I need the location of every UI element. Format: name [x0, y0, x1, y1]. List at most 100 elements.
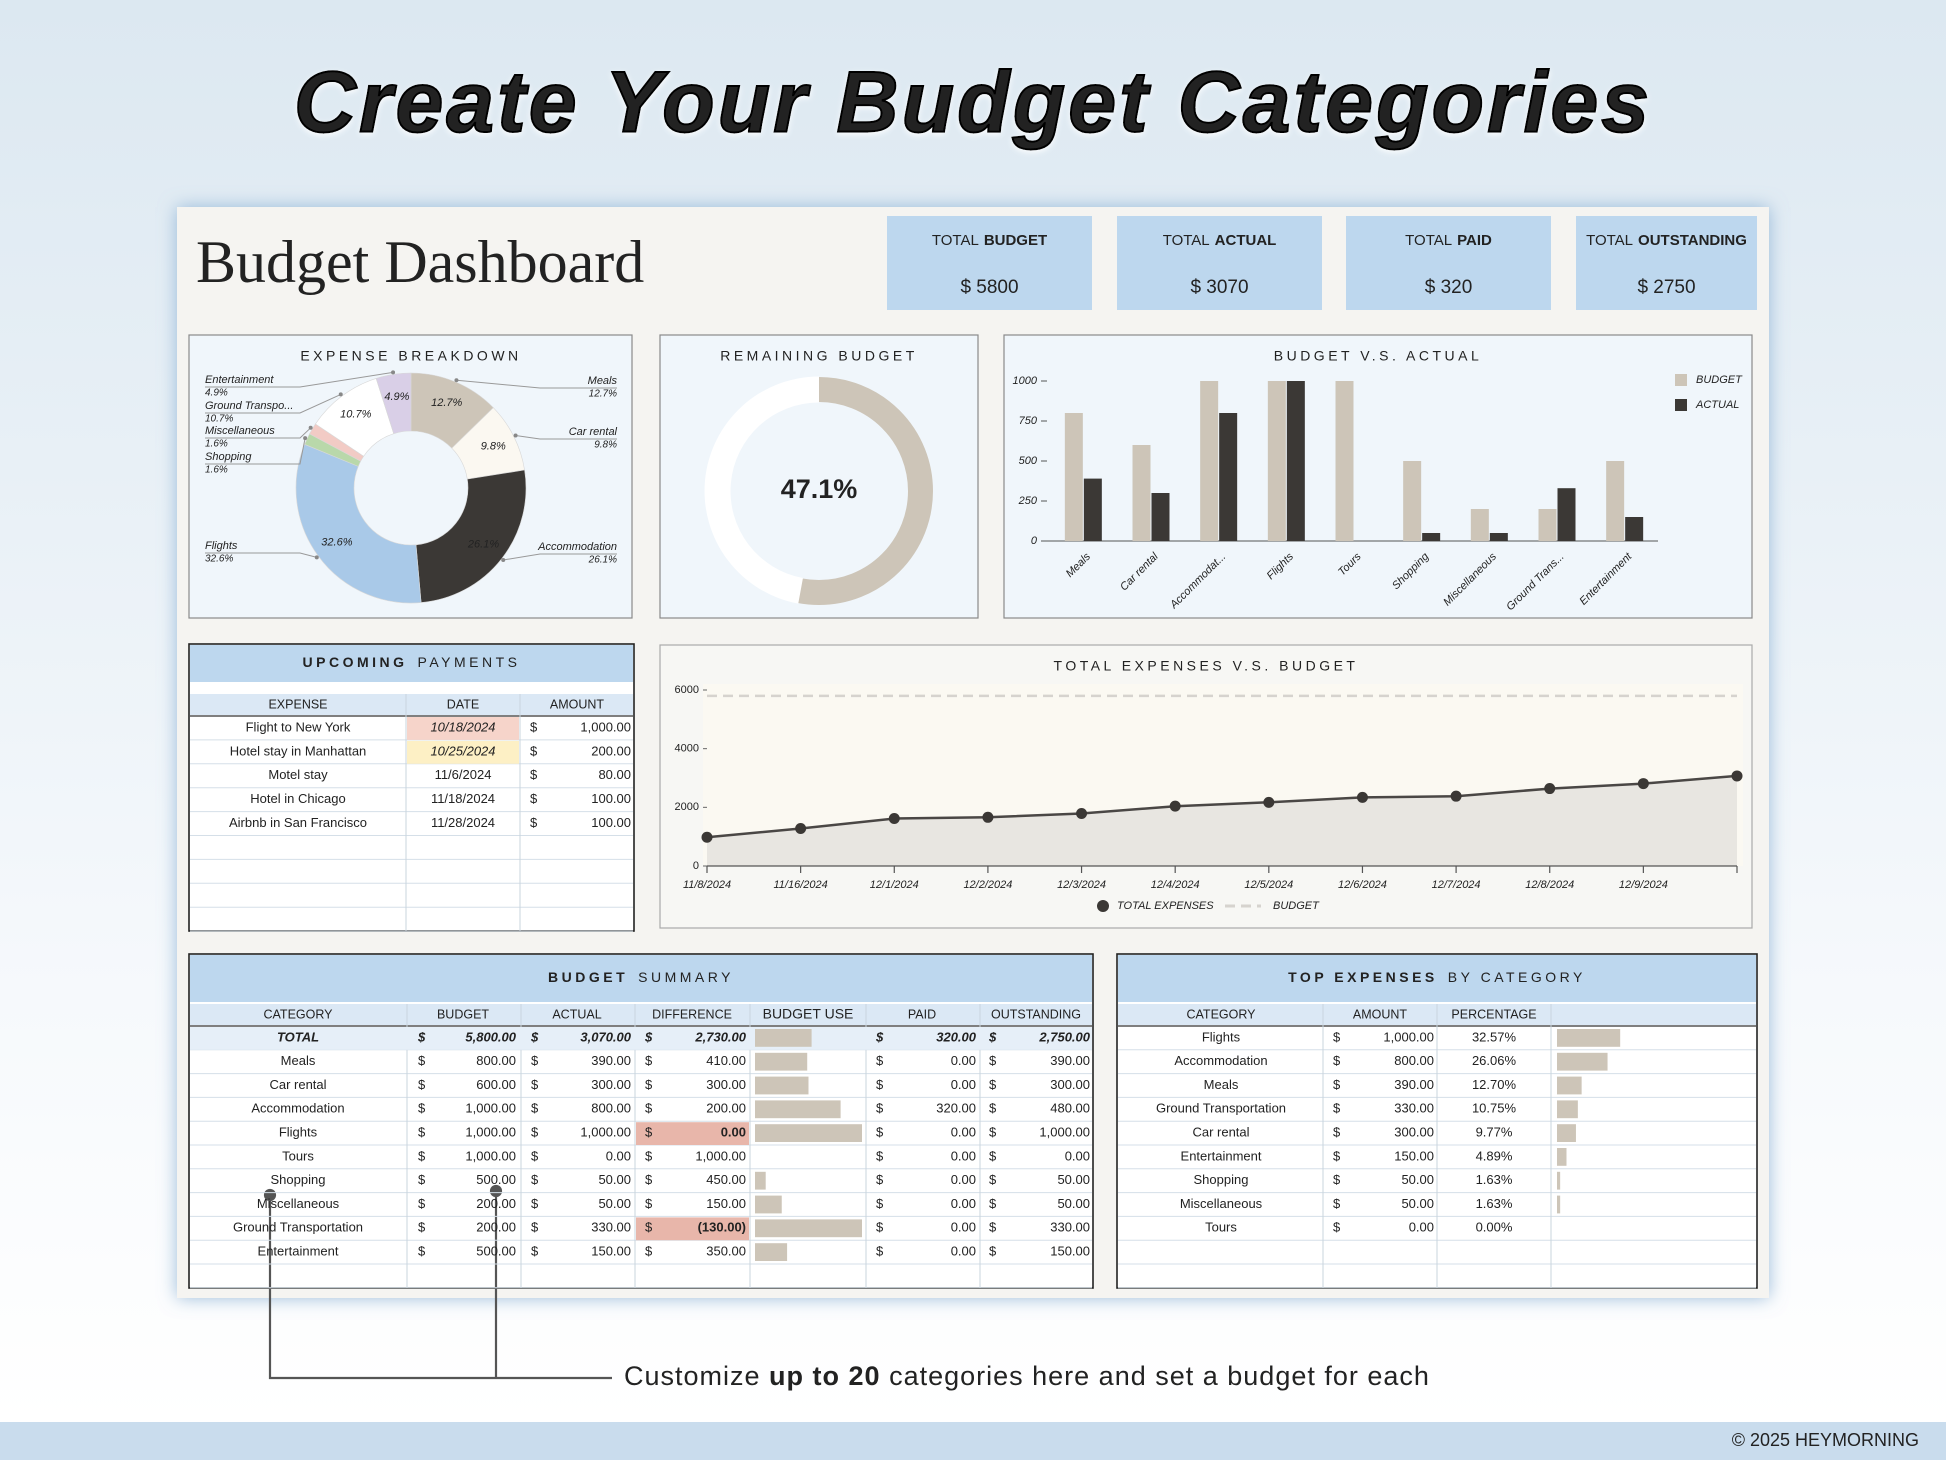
cell-currency: $	[531, 1148, 539, 1163]
y-tick-label: 2000	[675, 801, 699, 813]
cell-currency: $	[876, 1148, 884, 1163]
cell-expense: Flight to New York	[246, 719, 351, 734]
difference-highlight	[636, 1122, 749, 1145]
point	[1356, 791, 1368, 803]
cell-currency: $	[989, 1053, 997, 1068]
x-tick-label: 12/9/2024	[1619, 879, 1668, 891]
slice-category: Car rental	[569, 426, 618, 438]
cell-amount: (130.00)	[698, 1220, 746, 1235]
kpi-label-name: PAID	[1457, 232, 1492, 249]
cell-currency: $	[531, 1244, 539, 1259]
percentage-bar	[1557, 1195, 1561, 1214]
cell-currency: $	[1333, 1172, 1341, 1187]
table-title: BUDGET SUMMARY	[548, 969, 734, 985]
x-tick-label: 12/3/2024	[1057, 879, 1106, 891]
donut-label: 47.1%	[781, 474, 858, 504]
cell-currency: $	[1333, 1101, 1341, 1116]
pie-slice	[375, 372, 412, 435]
cell-currency: $	[876, 1053, 884, 1068]
table-title: TOP EXPENSES BY CATEGORY	[1288, 969, 1586, 985]
cell-amount: 1,000.00	[465, 1101, 516, 1116]
callout-before: Customize	[624, 1361, 769, 1391]
cell-amount: 50.00	[1057, 1172, 1090, 1187]
percentage-bar	[1557, 1148, 1567, 1166]
cell-amount: 200.00	[706, 1101, 746, 1116]
cell-category: Shopping	[1194, 1172, 1249, 1187]
cell-currency: $	[531, 1053, 539, 1068]
slice-category: Miscellaneous	[205, 425, 275, 437]
slice-percent: 4.9%	[205, 388, 228, 399]
point	[982, 811, 994, 823]
cell-amount: 0.00	[951, 1196, 976, 1211]
cell-amount: 600.00	[476, 1077, 516, 1092]
cell-currency: $	[989, 1220, 997, 1235]
slice-label: 32.6%	[321, 536, 352, 548]
cell-amount: 0.00	[721, 1125, 746, 1140]
cell-amount: 330.00	[1394, 1101, 1434, 1116]
cell-amount: 0.00	[1409, 1220, 1434, 1235]
table-title-rest: SUMMARY	[638, 969, 734, 985]
cell-currency: $	[645, 1172, 653, 1187]
slice-category: Ground Transpo...	[205, 400, 293, 412]
cell-percentage: 1.63%	[1476, 1172, 1513, 1187]
cell-currency: $	[645, 1077, 653, 1092]
point	[1450, 790, 1462, 802]
area	[707, 775, 1737, 866]
budget-use-bar	[755, 1029, 812, 1047]
cell-currency: $	[876, 1077, 884, 1092]
bar	[1489, 533, 1508, 541]
cell-currency: $	[531, 1125, 539, 1140]
slice-category: Entertainment	[205, 374, 274, 386]
slice-label: 4.9%	[384, 391, 409, 403]
pie-slice	[295, 443, 422, 604]
cell-currency: $	[418, 1101, 426, 1116]
cell-category: Ground Transportation	[1156, 1101, 1286, 1116]
cell-currency: $	[418, 1244, 426, 1259]
cell-amount: 1,000.00	[695, 1148, 746, 1163]
point	[795, 822, 807, 834]
page-title: Create Your Budget Categories	[294, 55, 1652, 151]
cell-amount: 0.00	[951, 1053, 976, 1068]
cell-expense: Motel stay	[268, 767, 328, 782]
cell-amount: 0.00	[606, 1148, 631, 1163]
cell-currency: $	[1333, 1220, 1341, 1235]
table-title-rest: PAYMENTS	[418, 654, 521, 670]
slice-category: Flights	[205, 540, 238, 552]
cell-currency: $	[645, 1148, 653, 1163]
table-title-bold: UPCOMING	[303, 654, 408, 670]
cell-amount: 500.00	[476, 1244, 516, 1259]
leader-dot	[303, 436, 308, 441]
cell-percentage: 10.75%	[1472, 1101, 1517, 1116]
date-highlight	[407, 717, 519, 740]
table-title-band	[190, 955, 1092, 1002]
cell-amount: 50.00	[598, 1172, 631, 1187]
cell-category: Flights	[279, 1125, 318, 1140]
cell-category: Entertainment	[258, 1244, 339, 1259]
cell-currency: $	[876, 1244, 884, 1259]
leader-dot	[308, 425, 313, 430]
y-tick-label: 250	[1018, 495, 1038, 507]
table-title: UPCOMING PAYMENTS	[303, 654, 521, 670]
legend-swatch	[1097, 900, 1109, 912]
leader-dot	[314, 555, 319, 560]
cell-amount: 1,000.00	[1039, 1125, 1090, 1140]
leader-line	[515, 435, 617, 440]
slice-percent: 9.8%	[594, 440, 617, 451]
cell-percentage: 0.00%	[1476, 1220, 1513, 1235]
cell-expense: Hotel in Chicago	[250, 791, 345, 806]
budget-use-bar	[755, 1124, 862, 1142]
cell-currency: $	[1333, 1148, 1341, 1163]
leader-line	[205, 552, 317, 558]
leader-line	[503, 553, 617, 561]
cell-category: Car rental	[1192, 1125, 1249, 1140]
kpi-label-prefix: TOTAL	[1586, 232, 1633, 249]
cell-amount: 100.00	[591, 815, 631, 830]
kpi-value: $ 5800	[960, 277, 1018, 298]
table-title-bold: TOP EXPENSES	[1288, 969, 1438, 985]
column-header: BUDGET	[437, 1007, 489, 1021]
cell-category: Miscellaneous	[1180, 1196, 1263, 1211]
cell-currency: $	[875, 1029, 884, 1044]
chart-title: REMAINING BUDGET	[720, 348, 918, 364]
chart-title: BUDGET V.S. ACTUAL	[1274, 348, 1483, 364]
